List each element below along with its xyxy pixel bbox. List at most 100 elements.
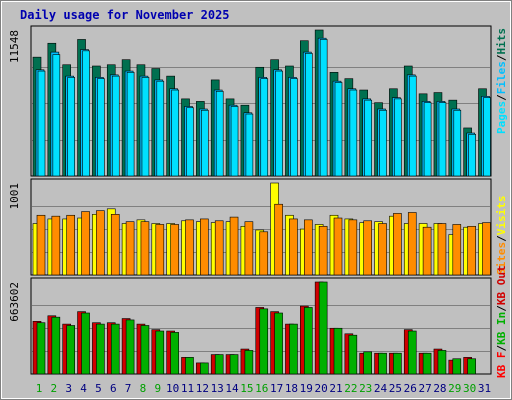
bar-pages: [468, 133, 476, 177]
day-tick-label: 25: [389, 382, 402, 395]
bar-kb-in: [363, 351, 373, 375]
day-tick-label: 29: [448, 382, 461, 395]
bar-sites: [110, 214, 120, 276]
bar-sites: [229, 216, 239, 276]
series-legend-label: Sites/Visits: [495, 196, 508, 276]
bar-kb-in: [125, 319, 135, 375]
day-tick-label: 22: [344, 382, 357, 395]
legend-separator: /: [495, 345, 508, 352]
day-tick-label: 15: [240, 382, 253, 395]
bar-sites: [289, 218, 298, 276]
bar-sites: [155, 224, 165, 276]
day-tick-label: 28: [433, 382, 446, 395]
bar-kb-in: [289, 323, 298, 375]
day-tick-label: 8: [140, 382, 147, 395]
bar-sites: [303, 219, 313, 276]
bar-kb-in: [155, 330, 165, 375]
labels: 115481001663602Pages/Files/HitsSites/Vis…: [8, 28, 508, 395]
day-tick-label: 17: [270, 382, 283, 395]
legend-entry: KB F: [495, 352, 508, 379]
bar-sites: [140, 221, 150, 276]
bar-kb-in: [200, 362, 209, 375]
bar-sites: [170, 224, 179, 276]
bar-sites: [378, 223, 387, 276]
day-tick-label: 21: [329, 382, 342, 395]
bar-sites: [185, 219, 194, 276]
bar-sites: [422, 226, 432, 276]
bar-kb-in: [422, 352, 432, 375]
day-tick-label: 13: [211, 382, 224, 395]
bar-pages: [453, 109, 462, 177]
bar-pages: [319, 39, 328, 177]
bar-pages: [201, 109, 209, 177]
bar-kb-in: [437, 350, 447, 375]
bar-pages: [230, 106, 239, 177]
bar-kb-in: [36, 322, 46, 375]
bar-kb-in: [229, 354, 239, 375]
bar-pages: [334, 82, 343, 177]
bar-kb-in: [81, 312, 90, 375]
bar-kb-in: [348, 334, 358, 375]
bar-sites: [482, 222, 491, 276]
bar-pages: [126, 72, 135, 177]
bar-pages: [186, 107, 194, 177]
bars: [32, 29, 491, 375]
day-tick-label: 4: [80, 382, 87, 395]
bar-kb-in: [274, 312, 283, 375]
bar-sites: [36, 214, 46, 276]
bar-pages: [156, 80, 165, 177]
day-tick-label: 2: [51, 382, 58, 395]
bar-sites: [66, 214, 75, 276]
day-tick-label: 9: [154, 382, 161, 395]
bar-kb-in: [170, 332, 179, 375]
legend-entry: KB In: [495, 312, 508, 345]
bar-pages: [290, 78, 298, 177]
bar-pages: [245, 113, 254, 177]
bar-kb-in: [244, 350, 254, 375]
day-tick-label: 30: [463, 382, 476, 395]
bar-sites: [125, 221, 135, 276]
bar-pages: [408, 75, 417, 177]
bar-pages: [97, 78, 105, 177]
day-tick-label: 18: [285, 382, 298, 395]
bar-sites: [452, 224, 462, 276]
day-tick-label: 5: [95, 382, 102, 395]
day-tick-label: 7: [125, 382, 132, 395]
axis-max-label: 663602: [8, 282, 21, 322]
bar-sites: [214, 220, 224, 276]
bar-pages: [111, 75, 120, 177]
bar-kb-in: [393, 352, 402, 375]
day-tick-label: 24: [374, 382, 388, 395]
day-tick-label: 31: [478, 382, 491, 395]
day-tick-label: 3: [65, 382, 72, 395]
bar-sites: [363, 220, 373, 276]
bar-kb-in: [378, 352, 387, 375]
legend-separator: /: [495, 305, 508, 312]
bar-pages: [483, 97, 491, 177]
axis-max-label: 1001: [8, 183, 21, 210]
series-legend-label: Pages/Files/Hits: [495, 28, 508, 134]
legend-entry: Hits: [495, 28, 508, 55]
bar-pages: [379, 109, 387, 177]
bar-sites: [96, 210, 105, 276]
bar-sites: [51, 215, 61, 276]
bar-kb-in: [140, 325, 150, 375]
bar-pages: [394, 98, 402, 177]
bar-sites: [200, 218, 209, 276]
chart-title: Daily usage for November 2025: [20, 8, 230, 22]
series-legend-label: KB F/KB In/KB Out: [495, 265, 508, 378]
legend-entry: Sites: [495, 242, 508, 275]
bar-sites: [318, 225, 328, 276]
bar-kb-in: [452, 358, 462, 375]
bar-pages: [260, 78, 269, 177]
bar-pages: [275, 70, 283, 177]
bar-kb-in: [333, 327, 343, 375]
bar-kb-in: [96, 323, 105, 375]
bar-pages: [349, 89, 358, 177]
legend-separator: /: [495, 94, 508, 101]
day-tick-label: 27: [418, 382, 431, 395]
bar-pages: [67, 77, 75, 177]
bar-kb-in: [66, 325, 75, 375]
